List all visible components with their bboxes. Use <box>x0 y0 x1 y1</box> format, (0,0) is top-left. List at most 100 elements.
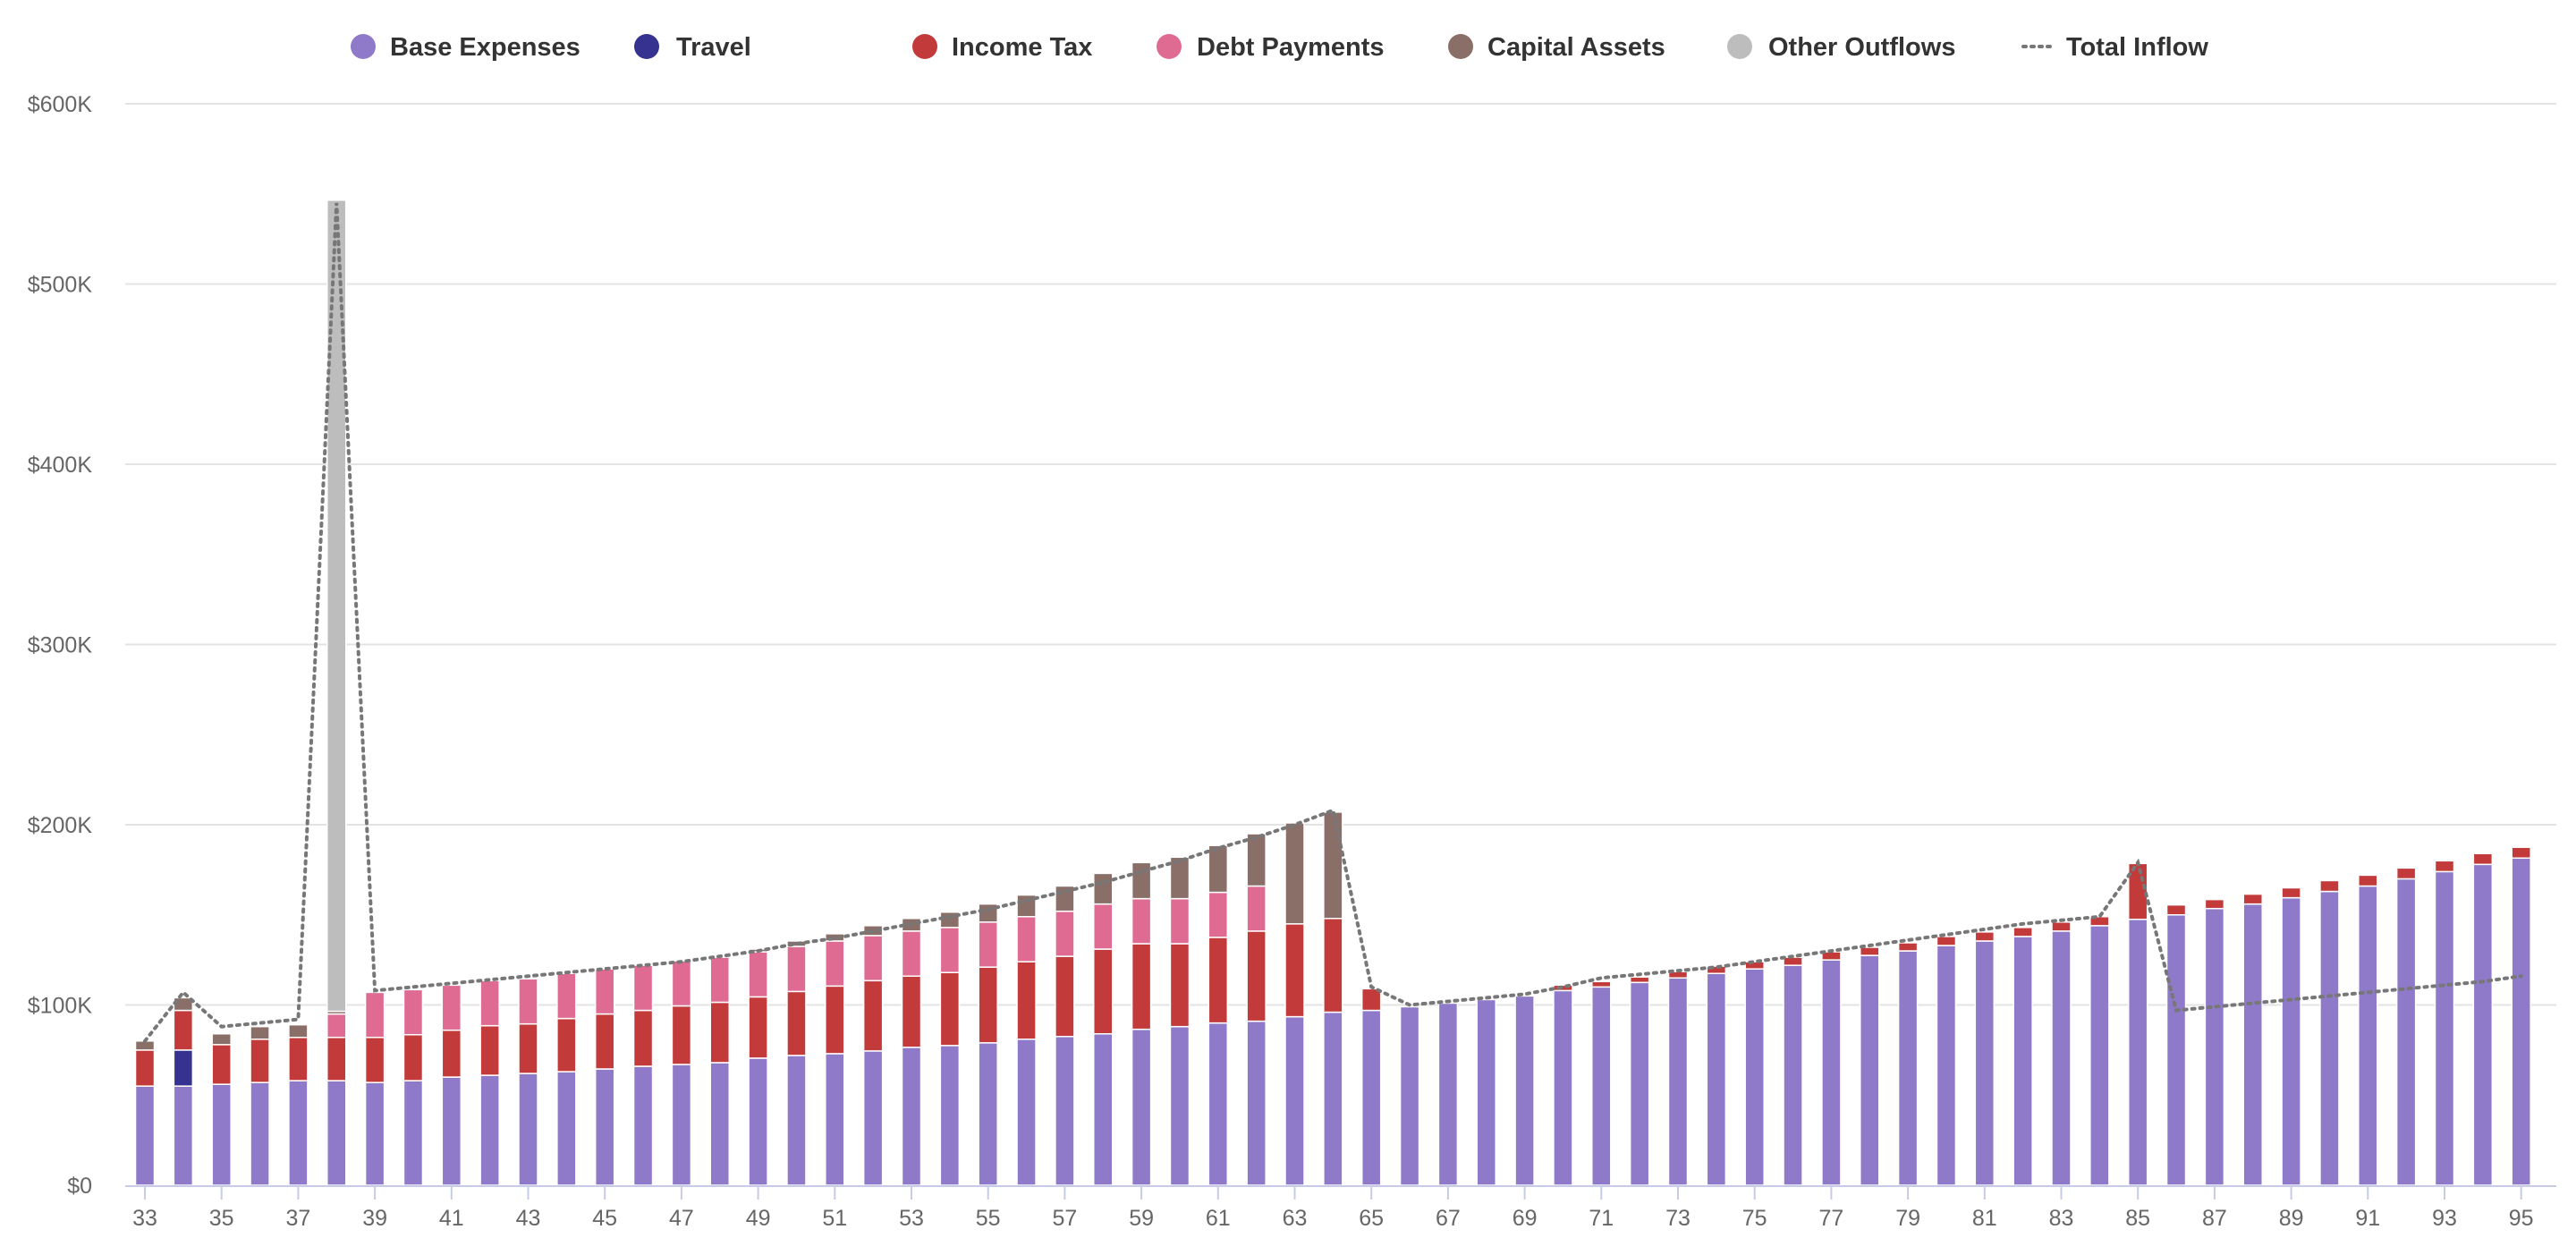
bar-segment-income-tax <box>326 1037 347 1081</box>
bar-segment-income-tax <box>632 1009 654 1067</box>
bar-segment-other-outflows <box>326 199 347 1013</box>
bar-segment-income-tax <box>1131 943 1152 1030</box>
bar-segment-base-expenses <box>518 1073 538 1186</box>
bar-segment-income-tax <box>786 990 807 1056</box>
bar-segment-base-expenses <box>2511 857 2531 1186</box>
y-tick-label: $0 <box>67 1174 92 1199</box>
bar-segment-base-expenses <box>1553 989 1573 1186</box>
bar-segment-income-tax <box>556 1017 577 1073</box>
bar-segment-income-tax <box>1246 930 1267 1022</box>
bar-segment-base-expenses <box>1897 950 1919 1186</box>
bar-segment-base-expenses <box>1591 986 1612 1186</box>
bar-segment-debt-payments <box>1208 891 1229 938</box>
bar-segment-base-expenses <box>1016 1039 1037 1186</box>
bar-segment-income-tax <box>173 1009 194 1051</box>
bar-segment-capital-assets <box>1169 856 1191 900</box>
x-tick-label: 59 <box>1129 1206 1154 1231</box>
legend-marker-capital-assets <box>1448 34 1473 59</box>
bar-segment-base-expenses <box>901 1047 922 1186</box>
legend-marker-debt-payments <box>1157 34 1182 59</box>
x-tick-label: 49 <box>746 1206 771 1231</box>
bar-segment-capital-assets <box>1208 844 1229 894</box>
bar-segment-income-tax <box>671 1005 692 1065</box>
bar-segment-base-expenses <box>594 1068 615 1186</box>
bar-segment-income-tax <box>2358 874 2378 887</box>
x-tick-label: 91 <box>2355 1206 2380 1231</box>
x-tick-label: 75 <box>1742 1206 1767 1231</box>
bar-segment-base-expenses <box>326 1080 347 1186</box>
bar-segment-income-tax <box>1744 961 1765 970</box>
y-tick-label: $500K <box>28 273 93 298</box>
bar-segment-income-tax <box>2127 862 2148 920</box>
bar-segment-base-expenses <box>1208 1022 1229 1186</box>
bar-segment-debt-payments <box>1246 885 1267 932</box>
bar-segment-base-expenses <box>2472 863 2494 1186</box>
bar-segment-income-tax <box>134 1049 156 1087</box>
bar-segment-base-expenses <box>2051 930 2072 1186</box>
x-tick-label: 37 <box>285 1206 310 1231</box>
bar-segment-base-expenses <box>1055 1036 1075 1186</box>
bar-segment-debt-payments <box>632 964 654 1012</box>
bar-segment-debt-payments <box>862 935 884 982</box>
bar-segment-base-expenses <box>288 1080 309 1186</box>
x-tick-label: 33 <box>132 1206 157 1231</box>
legend-label-income-tax: Income Tax <box>952 33 1092 62</box>
bar-segment-income-tax <box>518 1022 538 1074</box>
bar-segment-debt-payments <box>594 968 615 1015</box>
x-tick-label: 57 <box>1052 1206 1077 1231</box>
bar-segment-base-expenses <box>2165 914 2187 1186</box>
bar-segment-income-tax <box>441 1029 462 1078</box>
x-tick-label: 63 <box>1283 1206 1308 1231</box>
x-tick-label: 39 <box>362 1206 387 1231</box>
bar-segment-income-tax <box>2012 927 2033 937</box>
x-tick-label: 89 <box>2279 1206 2304 1231</box>
bar-segment-base-expenses <box>1860 954 1880 1186</box>
bar-segment-base-expenses <box>1093 1032 1114 1186</box>
legend-label-total-inflow: Total Inflow <box>2066 33 2208 62</box>
x-tick-label: 85 <box>2125 1206 2150 1231</box>
bar-segment-base-expenses <box>939 1045 961 1186</box>
x-tick-label: 73 <box>1665 1206 1690 1231</box>
legend-label-travel: Travel <box>676 33 751 62</box>
bar-segment-capital-assets <box>1093 872 1114 905</box>
bar-segment-income-tax <box>288 1037 309 1081</box>
bar-segment-debt-payments <box>825 940 845 988</box>
bar-segment-income-tax <box>1323 918 1343 1013</box>
bar-segment-income-tax <box>939 971 961 1047</box>
x-tick-label: 51 <box>822 1206 847 1231</box>
bar-segment-capital-assets <box>211 1032 232 1046</box>
bar-segment-debt-payments <box>901 930 922 978</box>
x-tick-label: 35 <box>209 1206 234 1231</box>
bar-segment-income-tax <box>2281 886 2301 899</box>
bar-segment-base-expenses <box>1169 1025 1191 1186</box>
bar-segment-base-expenses <box>2204 907 2225 1186</box>
bar-segment-base-expenses <box>1706 972 1727 1186</box>
bar-segment-debt-payments <box>671 960 692 1007</box>
bar-segment-debt-payments <box>1093 903 1114 950</box>
bar-segment-debt-payments <box>402 988 424 1036</box>
bar-segment-base-expenses <box>1360 1009 1382 1186</box>
bar-segment-base-expenses <box>1821 959 1842 1186</box>
bar-segment-capital-assets <box>1016 894 1037 918</box>
bar-segment-base-expenses <box>632 1065 654 1186</box>
bar-segment-capital-assets <box>288 1023 309 1039</box>
bar-segment-income-tax <box>709 1001 730 1064</box>
bar-segment-income-tax <box>1284 923 1305 1018</box>
bar-segment-base-expenses <box>173 1085 194 1186</box>
x-tick-label: 61 <box>1206 1206 1231 1231</box>
bar-segment-capital-assets <box>250 1025 270 1040</box>
bar-segment-income-tax <box>1629 976 1650 984</box>
x-tick-label: 53 <box>899 1206 924 1231</box>
bar-segment-income-tax <box>1974 931 1996 942</box>
y-tick-label: $600K <box>28 92 93 117</box>
legend-marker-travel <box>634 34 659 59</box>
bar-segment-base-expenses <box>1399 1005 1420 1186</box>
bar-segment-base-expenses <box>671 1064 692 1186</box>
bar-segment-income-tax <box>901 975 922 1048</box>
x-tick-label: 71 <box>1589 1206 1614 1231</box>
bar-segment-income-tax <box>862 979 884 1052</box>
bar-segment-base-expenses <box>364 1081 386 1186</box>
x-tick-label: 65 <box>1359 1206 1384 1231</box>
